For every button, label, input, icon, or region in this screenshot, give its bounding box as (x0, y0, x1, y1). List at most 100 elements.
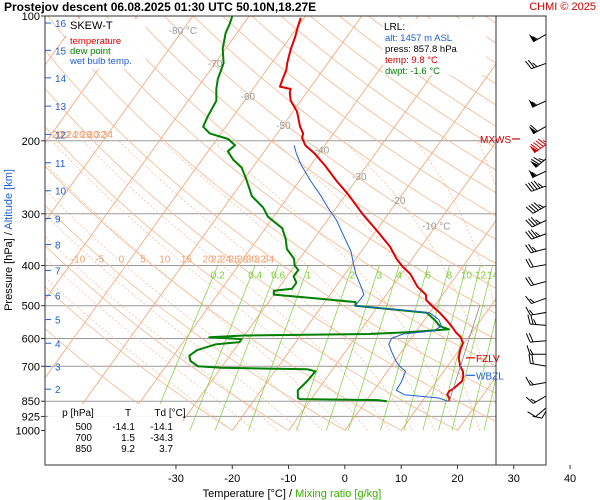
moist-adiabat-line (51, 140, 368, 431)
altitude-tick-label: 12 (55, 130, 67, 141)
wind-barb-pennant (529, 145, 538, 153)
x-axis-label: Temperature [°C] / Mixing ratio [g/kg] (203, 488, 382, 500)
wind-barb-dot (552, 396, 556, 400)
x-axis-label-sep: / (286, 488, 295, 500)
mixing-ratio-label: 8 (447, 271, 453, 282)
dry-adiabat-label: 28 (81, 130, 93, 141)
wind-barb-feather (527, 314, 531, 325)
wind-barb-feather (528, 332, 534, 343)
isotherm-line (288, 141, 496, 431)
dry-adiabat-line (45, 87, 496, 422)
x-tick-label: 20 (451, 473, 463, 485)
wind-barb-dot (552, 379, 556, 383)
mixing-ratio-label: 0.4 (248, 271, 262, 282)
x-axis-label-mixing: Mixing ratio [g/kg] (295, 488, 381, 500)
dry-adiabat-label: 28 (237, 255, 249, 266)
dry-adiabat-line (45, 126, 458, 431)
dry-adiabat-label: 24 (220, 255, 232, 266)
wind-barb-feather (529, 379, 534, 386)
wind-barb-staff (531, 297, 546, 305)
wind-barb-feather (538, 204, 544, 208)
wind-barb-feather (528, 218, 536, 226)
wind-barb-feather (533, 319, 537, 325)
pressure-tick-label: 200 (22, 136, 40, 148)
isotherm-line (570, 16, 600, 430)
wind-barb (525, 276, 546, 287)
dry-adiabat-label: 24 (66, 130, 78, 141)
dry-adiabat-line (222, 16, 496, 217)
wind-barb (528, 95, 556, 108)
wind-barb-feather (525, 219, 533, 228)
wind-barb-dot (552, 95, 556, 99)
isotherm-line (45, 16, 250, 301)
wind-barb-feather (538, 158, 545, 161)
wind-barb-pennant (529, 160, 539, 168)
wind-barb-feather (527, 182, 535, 191)
wind-barb (527, 314, 546, 326)
wind-barb-feather (525, 60, 532, 69)
wind-barb-feather (530, 217, 539, 225)
lrl-press: press: 857.8 hPa (385, 44, 458, 55)
altitude-tick-label: 2 (55, 385, 61, 396)
wind-barb (525, 243, 546, 254)
summary-table-cell: 3.7 (159, 444, 173, 455)
dry-adiabat-label: 32 (95, 130, 107, 141)
dry-adiabat-label: 22 (59, 130, 71, 141)
mixing-ratio-line (248, 265, 309, 431)
wind-barb (528, 166, 556, 179)
wind-barb-pennant (528, 126, 537, 134)
wind-barb-staff (541, 410, 546, 419)
wind-barb-feather (530, 143, 539, 151)
summary-table-cell: 1.5 (121, 433, 135, 444)
isotherm-label: -80 °C (169, 26, 197, 37)
wind-barb-feather (532, 36, 538, 40)
dry-adiabat-label: 30 (246, 255, 258, 266)
altitude-tick-label: 8 (55, 241, 61, 252)
wind-barb-dot (552, 309, 556, 313)
isotherm-line (400, 298, 496, 431)
wind-barb-staff (530, 323, 546, 326)
moist-adiabat-line (45, 162, 346, 431)
wind-barb-dot (552, 366, 556, 370)
wind-barb-staff (530, 248, 546, 254)
wind-barb-dot (552, 294, 556, 298)
dry-adiabat-line (193, 16, 496, 240)
wind-barb-feather (532, 246, 537, 252)
wind-barb-feather (535, 219, 541, 224)
summary-table-cell: 9.2 (121, 444, 135, 455)
wind-barb-feather (533, 202, 542, 210)
dry-adiabat-line (135, 16, 496, 289)
isotherm-label: -40 (315, 146, 330, 157)
wind-barb-feather (535, 140, 544, 147)
summary-table-cell: -14.1 (150, 422, 173, 433)
mixing-ratio-label: 17 (502, 271, 514, 282)
lrl-alt: alt: 1457 m ASL (385, 33, 452, 44)
wind-barb-feather (532, 415, 543, 419)
dry-adiabat-label: 20 (203, 255, 215, 266)
moist-adiabat-line (118, 140, 413, 431)
wind-barb-feather (530, 203, 539, 211)
mixing-ratio-label: 6 (425, 271, 431, 282)
x-tick-label: 30 (508, 473, 520, 485)
mixing-ratio-line (148, 265, 219, 431)
mixing-ratio-label: 14 (487, 271, 499, 282)
summary-table-header: Td [°C] (154, 408, 185, 419)
wind-barb-feather (528, 258, 534, 268)
wind-barb (525, 229, 546, 240)
wind-barb-dot (552, 166, 556, 170)
mixing-ratio-label: 12 (475, 271, 487, 282)
wind-barb-dot (552, 59, 556, 63)
isotherm-line (175, 16, 475, 431)
wind-barb-feather (525, 376, 531, 386)
moist-adiabat-line (212, 140, 458, 431)
wind-barb-feather (525, 333, 531, 343)
temperature-line (279, 17, 465, 402)
wind-barb-feather (537, 138, 546, 146)
wind-barb (529, 138, 546, 154)
wind-barb-dot (552, 261, 556, 265)
wind-barb (528, 33, 546, 43)
wind-barb-feather (529, 349, 534, 355)
wind-barb-feather (530, 229, 538, 238)
legend-entry: temperature (70, 36, 121, 47)
wind-barb (525, 217, 546, 228)
